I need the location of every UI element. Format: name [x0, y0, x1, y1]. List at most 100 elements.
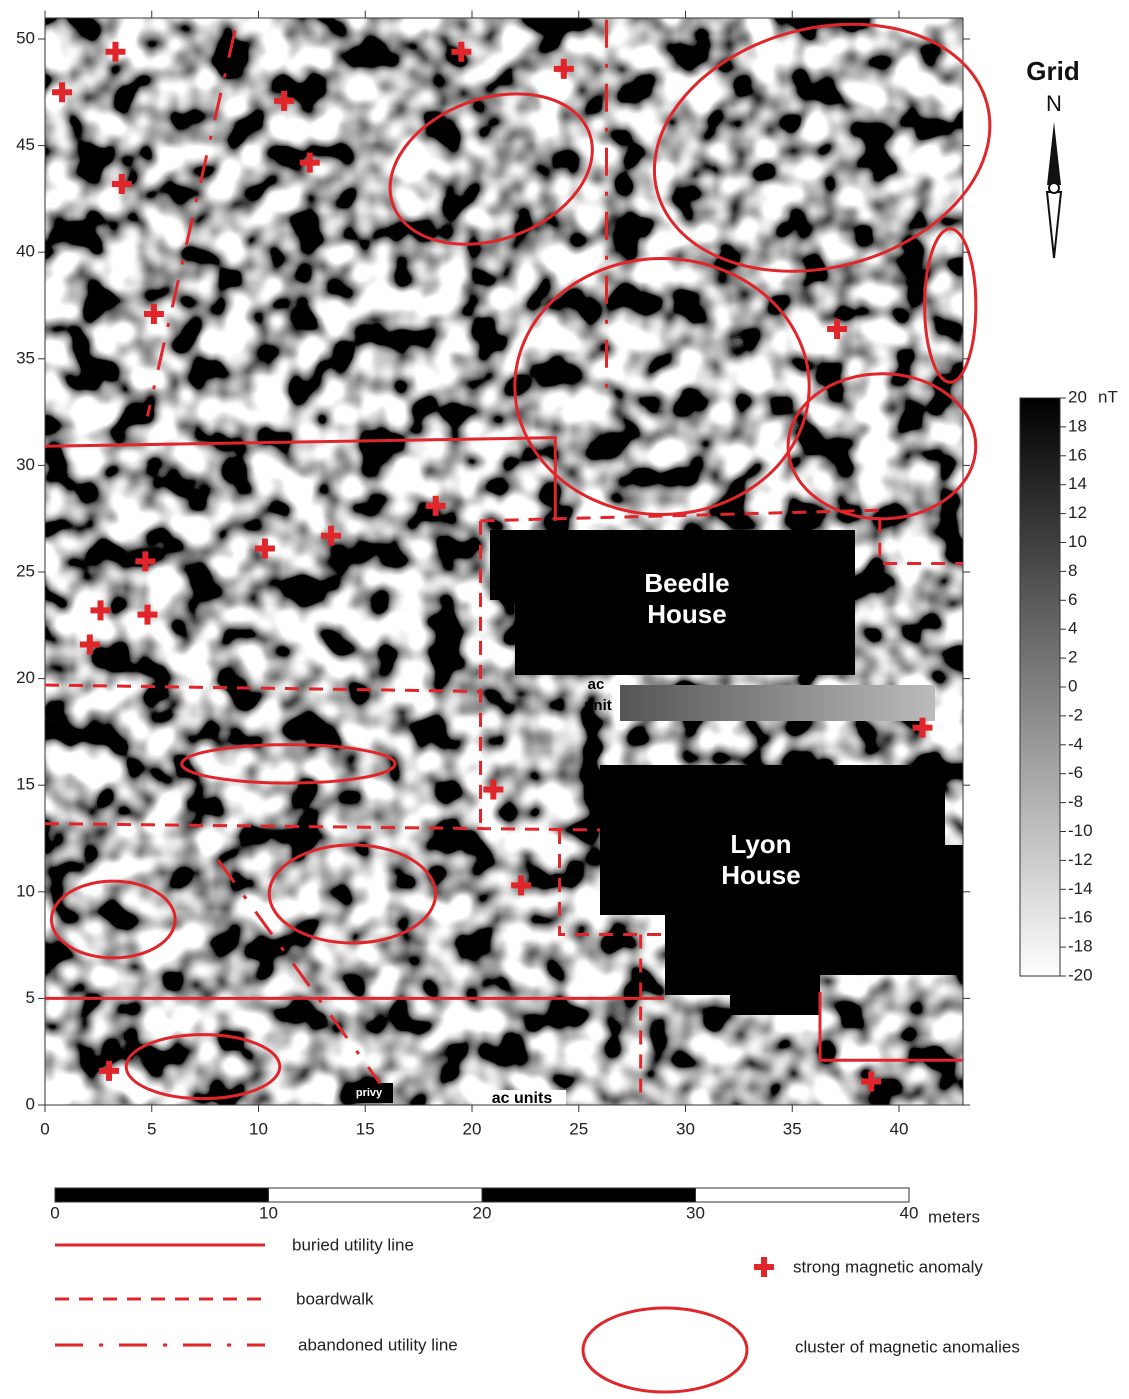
y-tick-label: 35: [16, 348, 35, 367]
anomaly-cross: [254, 538, 275, 559]
ac-gradient: [620, 685, 935, 721]
colorbar-tick-label: -8: [1068, 792, 1083, 811]
privy-box: [345, 1083, 393, 1103]
north-title: Grid: [1026, 56, 1079, 86]
boardwalk: [44, 822, 601, 832]
site-label: privy: [356, 1087, 383, 1099]
colorbar-tick-label: -6: [1068, 763, 1083, 782]
scale-label: 0: [50, 1203, 59, 1222]
buried-utility-line: [818, 992, 964, 1062]
anomaly-cross: [483, 779, 504, 800]
colorbar-tick-label: 10: [1068, 532, 1087, 551]
scale-label: 20: [473, 1203, 492, 1222]
anomaly-cross: [52, 82, 73, 103]
beedle-house: [490, 530, 855, 675]
colorbar-tick-label: 14: [1068, 474, 1087, 493]
x-tick-label: 20: [463, 1119, 482, 1138]
colorbar-tick-label: 2: [1068, 648, 1077, 667]
y-tick-label: 20: [16, 668, 35, 687]
colorbar-tick-label: 8: [1068, 561, 1077, 580]
north-letter: N: [1046, 91, 1062, 116]
y-tick-label: 25: [16, 561, 35, 580]
lyon-house: [600, 765, 963, 1015]
colorbar-tick-label: -10: [1068, 821, 1093, 840]
anomaly-cross: [99, 1060, 120, 1081]
legend: buried utility line boardwalk abandoned …: [55, 1235, 1020, 1394]
colorbar-tick-label: -4: [1068, 734, 1083, 753]
legend-text: cluster of magnetic anomalies: [795, 1337, 1020, 1356]
anomaly-cross: [321, 525, 342, 546]
magnetic-field: [45, 18, 963, 1105]
legend-text: abandoned utility line: [298, 1335, 458, 1354]
legend-text: boardwalk: [296, 1289, 374, 1308]
anomaly-cluster: [124, 1033, 282, 1101]
y-tick-label: 40: [16, 242, 35, 261]
anomaly-cluster: [652, 22, 992, 273]
colorbar-tick-label: 16: [1068, 445, 1087, 464]
scale-label: 40: [900, 1203, 919, 1222]
labels: Beedle House Lyon House ac unit privy ac…: [356, 56, 1080, 1107]
anomaly-cross: [425, 495, 446, 516]
legend-text: strong magnetic anomaly: [793, 1257, 983, 1276]
colorbar-tick-label: -14: [1068, 879, 1093, 898]
anomaly-cross: [90, 600, 111, 621]
scale-unit: meters: [928, 1207, 980, 1226]
scale-segment: [268, 1187, 483, 1203]
colorbar-tick-label: -12: [1068, 850, 1093, 869]
anomaly-cross: [274, 90, 295, 111]
north-arrow: [1045, 122, 1063, 259]
site-label: ac units: [492, 1090, 553, 1107]
scale-label: 10: [259, 1203, 278, 1222]
legend-text: buried utility line: [292, 1235, 414, 1254]
colorbar-tick-label: 0: [1068, 676, 1077, 695]
anomaly-cluster: [49, 879, 177, 960]
anomaly-cross: [299, 152, 320, 173]
anomaly-cluster: [923, 227, 978, 384]
building-label: House: [721, 860, 800, 890]
abandoned-utility-line: [146, 30, 237, 417]
colorbar-tick-label: -2: [1068, 705, 1083, 724]
scale-label: 30: [686, 1203, 705, 1222]
colorbar-tick-label: 20: [1068, 387, 1087, 406]
buried-utility-line: [44, 436, 557, 521]
y-tick-label: 45: [16, 135, 35, 154]
y-tick-label: 10: [16, 881, 35, 900]
colorbar-tick-label: -20: [1068, 965, 1093, 984]
boardwalk: [480, 508, 964, 565]
y-tick-label: 50: [16, 28, 35, 47]
plot-frame: [44, 17, 964, 1106]
boardwalk: [558, 829, 665, 936]
anomaly-cluster: [786, 372, 978, 521]
x-tick-label: 30: [676, 1119, 695, 1138]
scale-segment: [695, 1187, 910, 1203]
y-tick-label: 0: [26, 1094, 35, 1113]
anomaly-cross: [511, 875, 532, 896]
ac-units-box: [478, 1090, 566, 1105]
anomaly-cross: [105, 41, 126, 62]
colorbar-unit: nT: [1098, 387, 1118, 406]
building-label: House: [647, 599, 726, 629]
colorbar-tick-label: 6: [1068, 590, 1077, 609]
scale-segment: [54, 1187, 269, 1203]
colorbar-tick-label: 12: [1068, 503, 1087, 522]
boardwalk: [44, 683, 481, 693]
x-tick-label: 10: [249, 1119, 268, 1138]
anomaly-cluster: [180, 743, 397, 785]
building-label: Lyon: [730, 829, 791, 859]
abandoned-utility-line: [216, 858, 382, 1085]
features: [44, 19, 992, 1101]
colorbar-tick-label: 18: [1068, 416, 1087, 435]
y-tick-label: 15: [16, 775, 35, 794]
site-label: ac: [588, 676, 605, 693]
x-tick-label: 40: [890, 1119, 909, 1138]
anomaly-cross: [553, 58, 574, 79]
x-tick-label: 5: [147, 1119, 156, 1138]
colorbar: [1019, 397, 1061, 977]
x-tick-label: 0: [40, 1119, 49, 1138]
anomaly-cross: [143, 304, 164, 325]
building-label: Beedle: [644, 568, 729, 598]
site-label: unit: [584, 697, 612, 714]
anomaly-cross: [79, 634, 100, 655]
anomaly-cross: [827, 318, 848, 339]
